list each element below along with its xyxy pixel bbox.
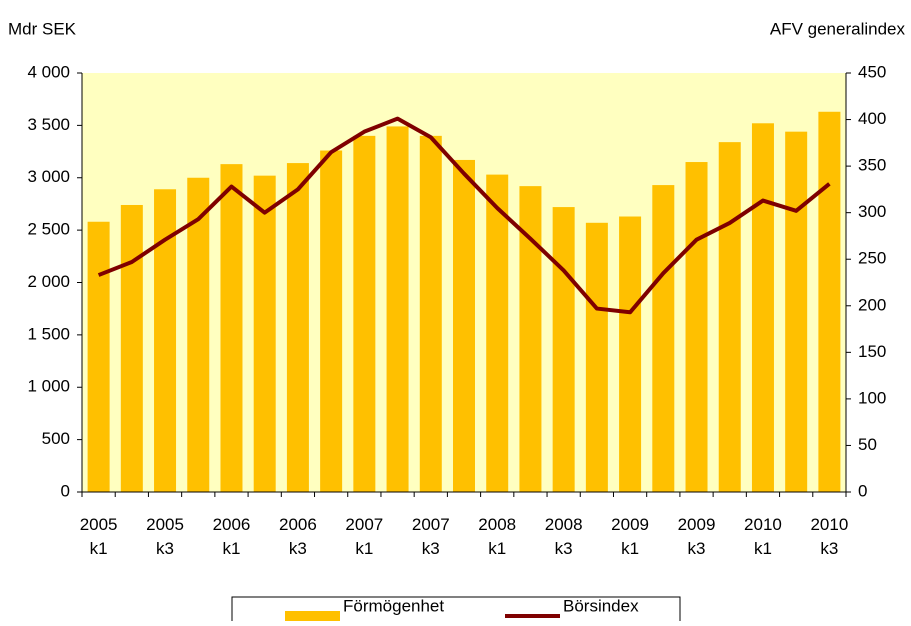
bar (87, 221, 110, 492)
y2-tick-label: 250 (858, 249, 886, 268)
bar (785, 131, 808, 492)
y2-tick-label: 0 (858, 481, 867, 500)
x-tick-label: 2009 k1 (611, 515, 649, 558)
bar (718, 142, 741, 492)
y-tick-label: 3 000 (27, 167, 70, 186)
bar (619, 216, 642, 492)
y2-tick-label: 450 (858, 62, 886, 81)
x-tick-label: 2007 k3 (412, 515, 450, 558)
x-tick-label: 2009 k3 (678, 515, 716, 558)
x-tick-label: 2006 k1 (213, 515, 251, 558)
bar (220, 164, 243, 492)
x-tick-label: 2006 k3 (279, 515, 317, 558)
y-tick-label: 4 000 (27, 62, 70, 81)
y-tick-label: 2 500 (27, 220, 70, 239)
bar (519, 186, 542, 492)
line (97, 116, 831, 315)
y-tick-label: 1 000 (27, 377, 70, 396)
y2-tick-label: 200 (858, 295, 886, 314)
y-tick-label: 2 000 (27, 272, 70, 291)
y2-tick-label: 300 (858, 202, 886, 221)
x-tick-label: 2007 k1 (345, 515, 383, 558)
y2-axis-title: AFV generalindex (770, 19, 906, 38)
y-tick-label: 1 500 (27, 324, 70, 343)
y2-tick-label: 150 (858, 342, 886, 361)
bar (486, 174, 509, 493)
bar (751, 123, 774, 492)
bar (320, 150, 343, 492)
y2-tick-label: 400 (858, 109, 886, 128)
bar (552, 207, 575, 492)
legend-label: Börsindex (563, 596, 639, 615)
y-axis-title: Mdr SEK (8, 19, 77, 38)
bar (585, 222, 608, 493)
bar (685, 162, 708, 492)
bar (286, 163, 309, 492)
bar (253, 175, 276, 492)
bar (652, 185, 675, 492)
x-tick-label: 2005 k1 (80, 515, 118, 558)
legend-swatch (285, 611, 340, 622)
bar (353, 135, 376, 492)
bar (419, 135, 442, 492)
x-tick-label: 2010 k1 (744, 515, 782, 558)
bar (453, 159, 475, 492)
y2-tick-label: 50 (858, 435, 877, 454)
bar (187, 177, 210, 492)
legend-label: Förmögenhet (343, 596, 444, 615)
y-tick-label: 3 500 (27, 115, 70, 134)
y2-tick-label: 350 (858, 156, 886, 175)
y-tick-label: 500 (42, 429, 70, 448)
x-tick-label: 2008 k1 (478, 515, 516, 558)
x-tick-label: 2008 k3 (545, 515, 583, 558)
y2-tick-label: 100 (858, 388, 886, 407)
y-tick-label: 0 (61, 481, 70, 500)
bar (120, 204, 143, 493)
x-tick-label: 2010 k3 (810, 515, 848, 558)
bar (818, 111, 841, 492)
bar (386, 126, 409, 493)
x-tick-label: 2005 k3 (146, 515, 184, 558)
bar (154, 189, 177, 492)
